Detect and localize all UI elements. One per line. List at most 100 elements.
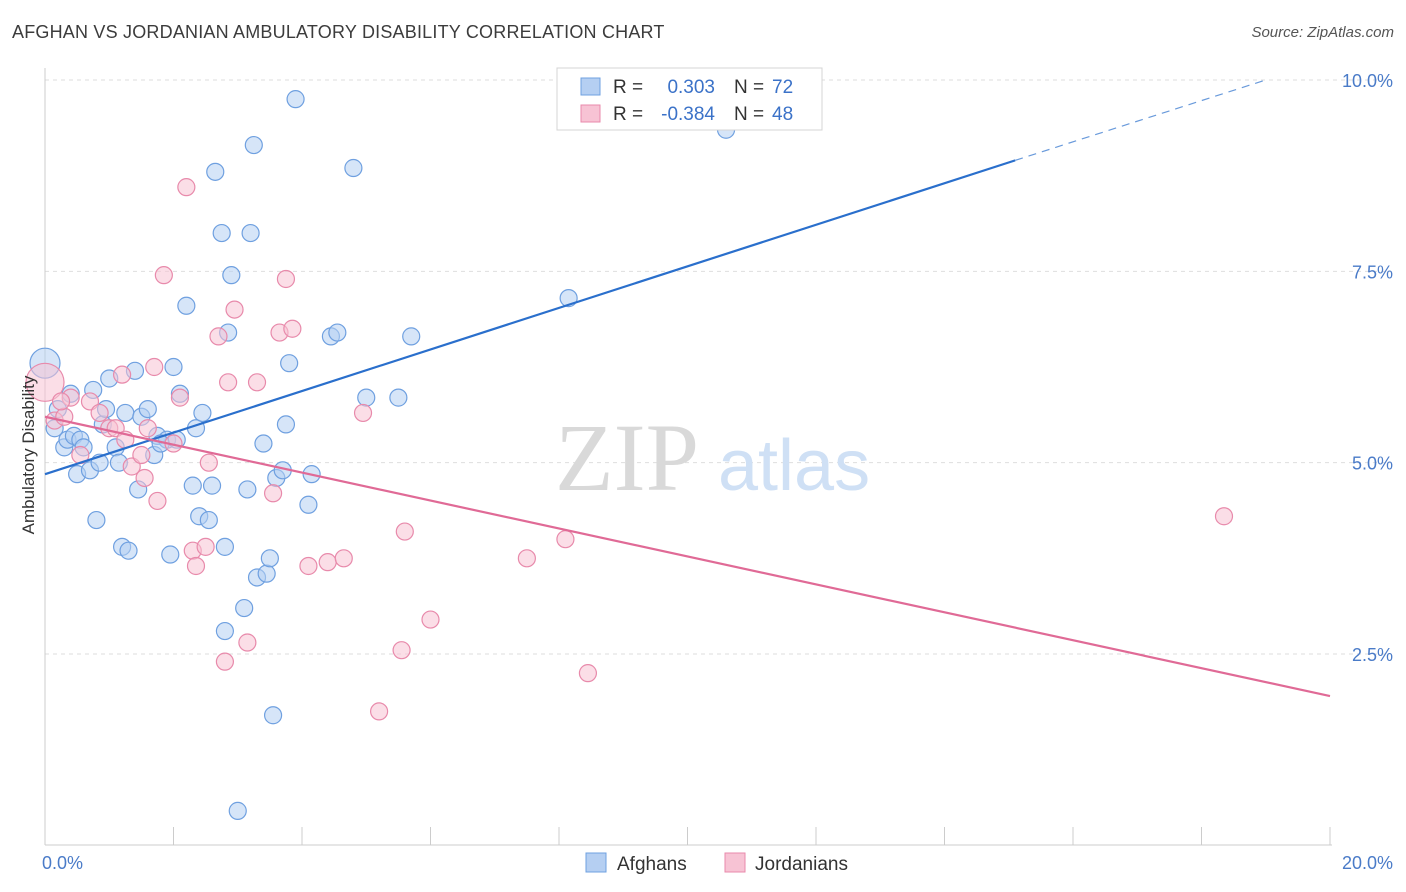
y-tick-label-2: 7.5% bbox=[1352, 262, 1393, 282]
y-tick-label-0: 2.5% bbox=[1352, 645, 1393, 665]
jordanians-point bbox=[283, 319, 302, 338]
jordanians-point bbox=[334, 549, 353, 568]
jordanians-point bbox=[556, 530, 575, 549]
jordanians-n-value: 48 bbox=[772, 104, 793, 125]
afghans-stats-swatch bbox=[580, 77, 601, 96]
gridlines bbox=[45, 79, 1390, 655]
afghans-trend-line bbox=[44, 159, 1016, 476]
jordanians-point bbox=[517, 549, 536, 568]
afghans-point bbox=[164, 357, 183, 377]
afghans-point bbox=[116, 403, 135, 423]
afghans-point bbox=[183, 476, 202, 495]
afghans-point bbox=[344, 158, 363, 178]
jordanians-point bbox=[353, 403, 373, 423]
jordanians-point bbox=[90, 403, 109, 423]
x-tick-label-1: 20.0% bbox=[1342, 853, 1393, 873]
jordanians-point bbox=[578, 664, 598, 683]
afghans-n-value: 72 bbox=[772, 77, 793, 98]
jordanians-point bbox=[51, 392, 71, 411]
afghans-point bbox=[228, 801, 247, 820]
jordanians-point bbox=[225, 300, 244, 319]
series-legend: Afghans Jordanians bbox=[585, 852, 848, 875]
afghans-point bbox=[235, 598, 254, 618]
afghans-r-value: 0.303 bbox=[667, 77, 715, 98]
jordanians-point bbox=[177, 178, 196, 197]
stats-legend: R = 0.303 N = 72 R = -0.384 N = 48 bbox=[556, 67, 823, 131]
jordanians-point bbox=[370, 702, 389, 721]
afghans-point bbox=[238, 480, 257, 499]
afghans-point bbox=[193, 403, 212, 423]
afghans-point bbox=[241, 223, 260, 243]
y-axis-label: Ambulatory Disability bbox=[19, 375, 38, 534]
jordanians-point bbox=[138, 419, 157, 438]
jordanians-point bbox=[25, 362, 65, 402]
jordanians-point bbox=[219, 373, 238, 392]
jordanians-point bbox=[1214, 507, 1234, 526]
jordanians-point bbox=[112, 365, 132, 384]
afghans-point bbox=[276, 415, 296, 434]
afghans-point bbox=[263, 706, 283, 725]
jordanians-point bbox=[299, 556, 318, 576]
afghans-point bbox=[161, 545, 180, 564]
jordanians-point bbox=[263, 484, 283, 503]
jordanians-point bbox=[199, 453, 218, 472]
jordanians-point bbox=[238, 633, 257, 652]
afghans-point bbox=[402, 327, 421, 346]
jordanians-point bbox=[215, 652, 234, 671]
jordanians-r-value: -0.384 bbox=[661, 104, 715, 125]
afghans-point bbox=[286, 90, 305, 109]
afghans-point bbox=[222, 266, 241, 285]
y-tick-label-3: 10.0% bbox=[1342, 71, 1393, 91]
afghans-point bbox=[87, 510, 106, 530]
jordanians-point bbox=[135, 468, 154, 488]
chart-source: Source: ZipAtlas.com bbox=[1251, 24, 1394, 41]
jordanians-point bbox=[392, 641, 411, 660]
jordanians-trend-line bbox=[44, 415, 1331, 698]
afghans-point bbox=[260, 549, 279, 568]
jordanians-point bbox=[318, 553, 337, 572]
jordanians-point bbox=[276, 269, 296, 289]
afghans-point bbox=[244, 135, 263, 155]
jordanians-point bbox=[148, 491, 167, 511]
afghans-point bbox=[215, 621, 234, 641]
afghans-point bbox=[177, 296, 196, 315]
jordanians-stats-swatch bbox=[580, 104, 601, 123]
jordanians-point bbox=[170, 388, 190, 407]
jordanians-point bbox=[421, 610, 440, 629]
afghans-point bbox=[280, 354, 299, 373]
afghans-point bbox=[357, 388, 376, 407]
tick-labels: 2.5% 5.0% 7.5% 10.0% 0.0% 20.0% bbox=[42, 71, 1393, 873]
watermark-atlas: atlas bbox=[718, 426, 870, 506]
afghans-r-label: R = bbox=[613, 77, 643, 98]
chart-title: AFGHAN VS JORDANIAN AMBULATORY DISABILIT… bbox=[12, 22, 665, 42]
jordanians-point bbox=[154, 266, 173, 285]
afghans-point bbox=[254, 434, 273, 453]
afghans-point bbox=[202, 476, 222, 495]
axes bbox=[44, 68, 1332, 846]
jordanians-legend-label: Jordanians bbox=[755, 854, 848, 875]
afghans-point bbox=[119, 541, 138, 560]
afghans-n-label: N = bbox=[734, 77, 764, 98]
afghans-point bbox=[389, 388, 408, 407]
afghans-point bbox=[138, 399, 157, 419]
afghans-point bbox=[212, 223, 231, 243]
stats-legend-box bbox=[556, 67, 823, 131]
afghans-legend-label: Afghans bbox=[617, 854, 687, 875]
afghans-trend-extension bbox=[1014, 79, 1266, 161]
jordanians-legend-swatch bbox=[724, 852, 746, 873]
afghans-point bbox=[299, 495, 318, 514]
afghans-point bbox=[199, 510, 218, 530]
jordanians-point bbox=[209, 327, 228, 346]
trend-lines bbox=[44, 79, 1331, 698]
jordanians-n-label: N = bbox=[734, 104, 764, 125]
jordanians-point bbox=[132, 445, 151, 465]
x-tick-label-0: 0.0% bbox=[42, 853, 83, 873]
y-tick-label-1: 5.0% bbox=[1352, 454, 1393, 474]
afghans-legend-swatch bbox=[585, 852, 607, 873]
afghans-point bbox=[328, 323, 347, 342]
jordanians-point bbox=[247, 373, 267, 392]
afghans-point bbox=[257, 564, 276, 583]
afghans-point bbox=[206, 162, 225, 181]
watermark-zip: ZIP bbox=[555, 404, 699, 511]
afghans-point bbox=[215, 537, 234, 556]
